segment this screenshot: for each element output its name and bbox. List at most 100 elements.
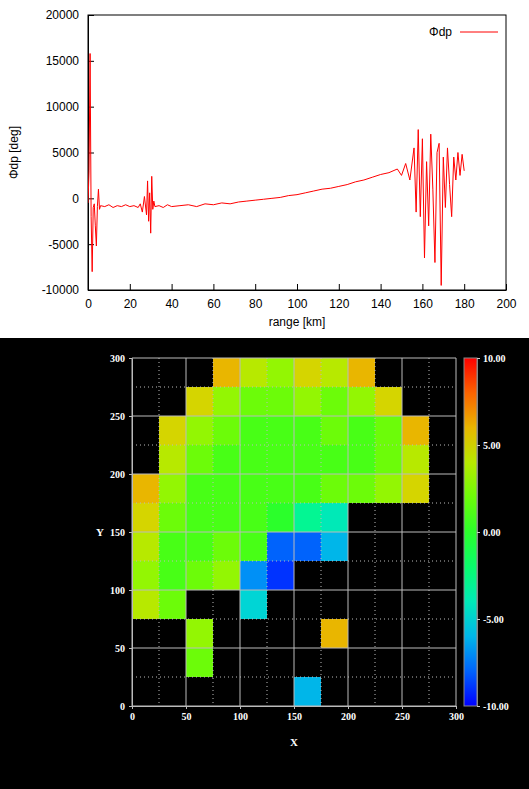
- tick: 10.00: [477, 353, 506, 364]
- tick-mark: [213, 284, 214, 290]
- tick-mark: [477, 358, 480, 359]
- tick-label: 250: [395, 711, 410, 722]
- heat-cell: [321, 387, 348, 416]
- tick-label: 120: [329, 297, 349, 311]
- heat-cell: [132, 474, 159, 503]
- tick-label: 10.00: [483, 353, 506, 364]
- minor-grid-line: [132, 619, 456, 620]
- minor-grid-line: [132, 503, 456, 504]
- y-axis: 050100150200250300: [110, 353, 133, 712]
- heat-cell: [213, 416, 240, 445]
- heat-cell: [321, 416, 348, 445]
- grid-line: [132, 474, 456, 475]
- tick-label: 50: [182, 711, 192, 722]
- tick-mark: [129, 532, 132, 533]
- tick-mark: [477, 445, 480, 446]
- heat-cell: [132, 561, 159, 590]
- tick: 200: [496, 284, 516, 311]
- tick-mark: [129, 706, 132, 707]
- tick: 0.00: [477, 527, 501, 538]
- tick-label: 200: [496, 297, 516, 311]
- tick-label: 100: [110, 585, 125, 596]
- heat-cell: [240, 387, 267, 416]
- tick: -10000: [42, 283, 94, 297]
- tick: 10000: [46, 100, 94, 114]
- tick-label: 200: [110, 469, 125, 480]
- tick-label: -5000: [48, 238, 79, 252]
- tick-label: 100: [287, 297, 307, 311]
- heat-cell: [186, 532, 213, 561]
- tick-label: 5000: [52, 146, 79, 160]
- heat-cell: [402, 445, 429, 474]
- heat-cell: [402, 474, 429, 503]
- tick: 20000: [46, 8, 94, 22]
- heat-cell: [213, 387, 240, 416]
- tick-label: 200: [341, 711, 356, 722]
- tick-mark: [402, 706, 403, 709]
- tick-label: 150: [287, 711, 302, 722]
- tick: 15000: [46, 54, 94, 68]
- tick-mark: [294, 706, 295, 709]
- plot-area: [88, 54, 464, 286]
- heat-cell: [267, 445, 294, 474]
- tick: 150: [287, 706, 302, 722]
- tick-label: 0: [130, 711, 135, 722]
- tick-label: -10000: [42, 283, 80, 297]
- heat-cell: [267, 474, 294, 503]
- colorbar: [464, 358, 477, 706]
- tick-mark: [348, 706, 349, 709]
- tick-label: 20000: [46, 8, 80, 22]
- figure: 020406080100120140160180200-10000-500005…: [0, 0, 529, 789]
- heat-cell: [186, 416, 213, 445]
- colorbar-axis: 10.005.000.00-5.00-10.00: [477, 353, 509, 712]
- minor-grid-line: [132, 677, 456, 678]
- heat-cell: [159, 561, 186, 590]
- tick-mark: [186, 706, 187, 709]
- background: [0, 0, 529, 338]
- tick: 0: [130, 706, 135, 722]
- heat-cell: [240, 561, 267, 590]
- tick-label: 0: [120, 701, 125, 712]
- tick-mark: [130, 284, 131, 290]
- heat-cell: [213, 503, 240, 532]
- legend: Φdp: [429, 25, 498, 39]
- heat-cell: [348, 445, 375, 474]
- tick-label: -10.00: [483, 701, 509, 712]
- tick-label: 15000: [46, 54, 80, 68]
- heat-cell: [321, 619, 348, 648]
- tick: 100: [287, 284, 307, 311]
- heat-cell: [321, 358, 348, 387]
- tick: 40: [165, 284, 179, 311]
- tick: -5.00: [477, 614, 504, 625]
- heat-cell: [186, 619, 213, 648]
- tick-label: 50: [115, 643, 125, 654]
- tick: 0: [120, 701, 132, 712]
- tick: 160: [413, 284, 433, 311]
- heat-cell: [321, 503, 348, 532]
- tick-mark: [129, 474, 132, 475]
- data-line: [88, 54, 464, 286]
- tick-label: 0: [72, 192, 79, 206]
- axis-line: [132, 359, 133, 707]
- heat-cell: [186, 561, 213, 590]
- tick: 50: [115, 643, 132, 654]
- heat-cell: [240, 590, 267, 619]
- heat-cell: [321, 445, 348, 474]
- grid-line: [132, 532, 456, 533]
- heat-cell: [294, 445, 321, 474]
- heat-cell: [267, 416, 294, 445]
- tick-mark: [129, 358, 132, 359]
- tick: 120: [329, 284, 349, 311]
- heat-cell: [186, 648, 213, 677]
- heat-cell: [240, 503, 267, 532]
- y-axis: -10000 -5000 0 5000 10000 15000 20000: [42, 8, 94, 297]
- tick-label: 180: [455, 297, 475, 311]
- tick-mark: [88, 107, 94, 108]
- x-axis-title: X: [290, 736, 298, 748]
- grid-line: [132, 416, 456, 417]
- tick-mark: [129, 416, 132, 417]
- tick: 20: [124, 284, 138, 311]
- tick: 80: [249, 284, 263, 311]
- x-axis: 020406080100120140160180200: [85, 284, 517, 311]
- heat-cell: [267, 561, 294, 590]
